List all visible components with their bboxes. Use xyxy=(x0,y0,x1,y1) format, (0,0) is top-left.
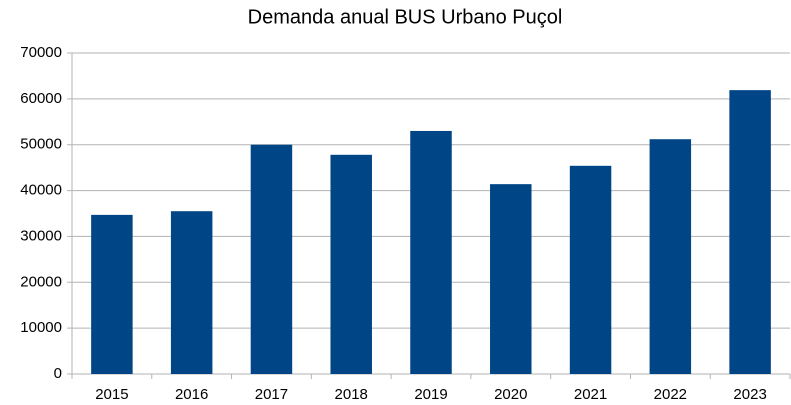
bar xyxy=(490,184,532,374)
y-tick-label: 0 xyxy=(54,365,62,382)
y-tick-label: 30000 xyxy=(20,227,62,244)
bar xyxy=(649,139,692,374)
x-tick-label: 2018 xyxy=(335,386,368,403)
y-tick-label: 10000 xyxy=(20,319,62,336)
y-tick-label: 40000 xyxy=(20,182,62,199)
x-tick-label: 2017 xyxy=(255,386,288,403)
bar xyxy=(250,144,293,374)
bar xyxy=(729,90,771,374)
y-tick-label: 60000 xyxy=(20,90,62,107)
bar xyxy=(170,211,213,374)
x-tick-label: 2016 xyxy=(175,386,208,403)
y-tick-label: 20000 xyxy=(20,273,62,290)
bar xyxy=(410,130,452,374)
x-tick-label: 2019 xyxy=(414,386,447,403)
bar xyxy=(569,165,612,374)
x-tick-label: 2023 xyxy=(733,386,766,403)
bar xyxy=(91,214,133,374)
y-tick-label: 70000 xyxy=(20,44,62,61)
x-tick-label: 2022 xyxy=(654,386,687,403)
bar xyxy=(330,154,372,374)
y-tick-label: 50000 xyxy=(20,136,62,153)
x-tick-label: 2015 xyxy=(95,386,128,403)
chart-title: Demanda anual BUS Urbano Puçol xyxy=(248,6,563,28)
x-tick-label: 2020 xyxy=(494,386,527,403)
x-tick-label: 2021 xyxy=(574,386,607,403)
